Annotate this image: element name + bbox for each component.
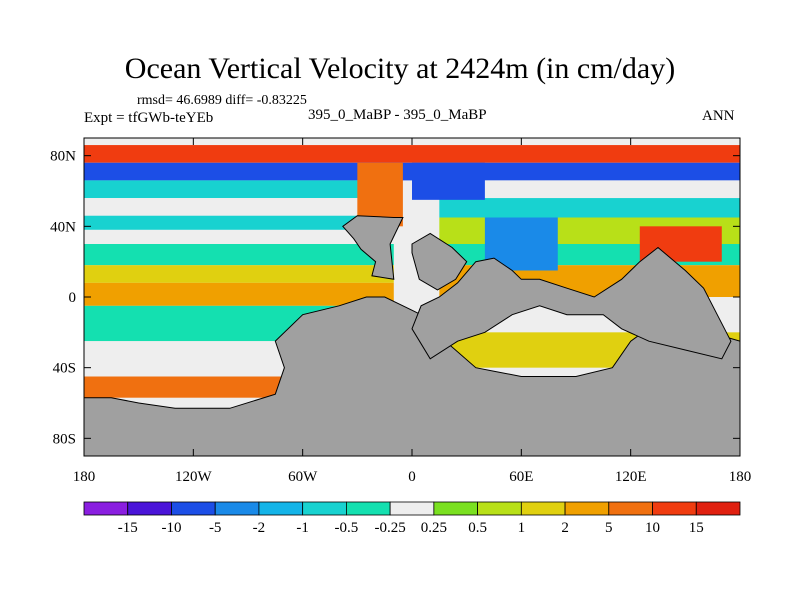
colorbar-swatch xyxy=(214,501,260,516)
y-axis: 80N 40N 0 40S 80S xyxy=(50,149,740,447)
season-label: ANN xyxy=(702,108,735,124)
x-tick-label: 60W xyxy=(288,469,318,485)
colorbar-swatch xyxy=(520,501,566,516)
colorbar-swatch xyxy=(345,501,391,516)
y-tick-label: 80N xyxy=(50,149,76,165)
x-tick-label: 0 xyxy=(408,469,416,485)
colorbar-label: -1 xyxy=(296,520,309,536)
x-axis: 180 120W 60W 0 60E 120E 180 xyxy=(73,138,752,485)
rmsd-diff-stats: rmsd= 46.6989 diff= -0.83225 xyxy=(137,93,307,108)
colorbar-swatch xyxy=(477,501,522,516)
field-band-5 xyxy=(84,229,394,244)
colorbar-swatch xyxy=(564,501,610,516)
land-eurasia-africa xyxy=(411,246,732,360)
y-tick-label: 80S xyxy=(53,431,76,447)
colorbar-label: 1 xyxy=(518,520,526,536)
field-band-12 xyxy=(439,180,740,199)
x-tick-label: 180 xyxy=(73,469,96,485)
x-tick-label: 120E xyxy=(615,469,647,485)
colorbar-label: 0.5 xyxy=(468,520,487,536)
colorbar-label: 5 xyxy=(605,520,613,536)
land-central-continent xyxy=(411,232,468,291)
colorbar-label: -15 xyxy=(118,520,138,536)
field-band-6 xyxy=(84,244,394,266)
colorbar-label: -10 xyxy=(161,520,181,536)
colorbar-swatch xyxy=(389,501,435,516)
field-band-8 xyxy=(84,282,394,306)
field-band-13 xyxy=(439,198,740,218)
colorbar-label: -0.5 xyxy=(335,520,359,536)
case-comparison-label: 395_0_MaBP - 395_0_MaBP xyxy=(308,107,487,123)
colorbar-label: 2 xyxy=(561,520,569,536)
field-patch-21 xyxy=(412,162,485,200)
colorbar-swatch xyxy=(302,501,347,516)
colorbar-label: 10 xyxy=(645,520,660,536)
colorbar: -15 -10 -5 -2 -1 -0.5 -0.25 0.25 0.5 1 2 5 10 15 xyxy=(83,501,741,536)
y-tick-label: 0 xyxy=(69,290,77,306)
y-tick-label: 40N xyxy=(50,219,76,235)
x-tick-label: 60E xyxy=(509,469,533,485)
colorbar-label: 0.25 xyxy=(421,520,447,536)
colorbar-label: -5 xyxy=(209,520,222,536)
field-band-0 xyxy=(84,145,740,163)
x-tick-label: 180 xyxy=(729,469,752,485)
field-band-7 xyxy=(84,265,394,283)
colorbar-swatch xyxy=(652,501,697,516)
colorbar-label: -2 xyxy=(253,520,266,536)
field-band-4 xyxy=(84,215,394,230)
colorbar-swatch xyxy=(258,501,304,516)
chart-title: Ocean Vertical Velocity at 2424m (in cm/… xyxy=(124,52,676,85)
colorbar-swatch xyxy=(171,501,216,516)
y-tick-label: 40S xyxy=(53,361,76,377)
colorbar-label: -0.25 xyxy=(375,520,406,536)
colorbar-swatch xyxy=(127,501,172,516)
colorbar-label: 15 xyxy=(689,520,704,536)
land-north-america xyxy=(342,215,404,280)
colorbar-swatch xyxy=(433,501,479,516)
colorbar-swatch xyxy=(608,501,653,516)
x-tick-label: 120W xyxy=(175,469,213,485)
experiment-label: Expt = tfGWb-teYEb xyxy=(84,110,214,126)
land-mask xyxy=(84,215,740,456)
colorbar-swatch xyxy=(695,501,741,516)
colorbar-swatch xyxy=(83,501,129,516)
field-band-2 xyxy=(84,180,394,199)
field-band-3 xyxy=(84,198,394,216)
